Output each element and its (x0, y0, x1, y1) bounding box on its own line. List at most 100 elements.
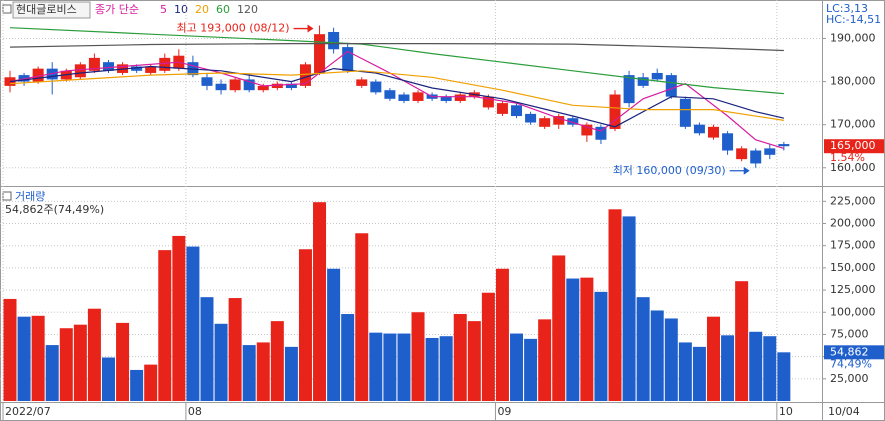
candle-body (257, 85, 269, 91)
volume-bar (510, 333, 524, 401)
volume-bar (453, 314, 467, 401)
legend-entry: 20 (195, 3, 209, 16)
y-tick-label: 190,000 (830, 31, 876, 44)
candle-body (370, 81, 382, 93)
candle-body (201, 77, 213, 86)
volume-bar (214, 323, 228, 401)
x-tick-label: 09 (497, 405, 511, 418)
legend-entry: 10 (174, 3, 188, 16)
volume-bar (538, 319, 552, 401)
candle-body (637, 77, 649, 86)
candle-body (88, 57, 100, 71)
volume-bar (256, 342, 270, 401)
volume-bar (650, 310, 664, 401)
candle-body (398, 94, 410, 101)
volume-tag-label: 54,862 (830, 345, 869, 358)
candle-body (511, 105, 523, 117)
y-tick-label: 170,000 (830, 118, 876, 131)
volume-bar (200, 297, 214, 401)
volume-bar (439, 336, 453, 401)
legend-label: 종가 단순 (95, 3, 139, 16)
volume-bar (749, 331, 763, 401)
candle-body (567, 118, 579, 125)
current-date: 10/04 (828, 405, 860, 418)
candle-body (750, 150, 762, 164)
candle-body (356, 79, 368, 86)
volume-bar (116, 322, 130, 401)
legend-entry: 60 (216, 3, 230, 16)
volume-bar (73, 324, 87, 401)
ma-line (9, 50, 785, 149)
volume-bar (101, 357, 115, 401)
volume-bar (172, 235, 186, 401)
candle-body (764, 148, 776, 155)
candle-body (102, 62, 114, 71)
candle-body (131, 66, 143, 71)
volume-bar (228, 298, 242, 401)
candle-body (74, 64, 86, 78)
volume-bar (144, 364, 158, 401)
volume-bar (608, 209, 622, 401)
volume-bar (692, 346, 706, 401)
volume-bar (735, 281, 749, 401)
volume-bar (552, 255, 566, 401)
x-tick-label: 10 (779, 405, 793, 418)
candle-body (454, 94, 466, 101)
volume-bar (411, 312, 425, 401)
candle-body (412, 92, 424, 101)
y-tick-label: 100,000 (830, 305, 876, 318)
volume-bar (383, 333, 397, 401)
volume-bar (313, 202, 327, 401)
candle-body (581, 124, 593, 136)
x-tick-label: 08 (188, 405, 202, 418)
volume-subtitle: 54,862주(74,49%) (5, 203, 104, 216)
volume-bar (397, 333, 411, 401)
volume-bar (425, 337, 439, 401)
candle-body (342, 47, 354, 71)
volume-bar (622, 216, 636, 401)
candle-body (679, 98, 691, 127)
candle-body (271, 83, 283, 89)
stock-name-box[interactable] (12, 1, 91, 19)
candle-body (440, 96, 452, 101)
legend-icon (2, 4, 12, 14)
price-tag-label: 165,000 (830, 139, 876, 152)
y-tick-label: 25,000 (830, 372, 869, 385)
volume-bar (327, 268, 341, 401)
volume-bar (341, 314, 355, 401)
price-change: 1.54% (830, 151, 865, 164)
volume-bar (45, 345, 59, 401)
candle-body (708, 126, 719, 138)
candle-body (229, 79, 241, 91)
volume-bar (481, 292, 495, 401)
volume-bar (777, 352, 791, 401)
volume-bar (31, 315, 45, 401)
candle-body (651, 72, 663, 80)
candle-body (299, 64, 311, 86)
volume-bar (242, 345, 256, 401)
candle-body (384, 90, 396, 99)
volume-bar (130, 369, 144, 401)
volume-bar (524, 338, 538, 401)
volume-bar (636, 297, 650, 401)
y-tick-label: 150,000 (830, 261, 876, 274)
candle-body (32, 68, 44, 82)
stock-name: 현대글로비스 (16, 3, 77, 16)
candle-body (665, 75, 677, 97)
ma-line (9, 43, 784, 52)
volume-tag (824, 345, 884, 360)
candle-body (623, 75, 635, 104)
y-tick-label: 225,000 (830, 194, 876, 207)
legend-entry: 5 (160, 3, 167, 16)
y-tick-label: 75,000 (830, 327, 869, 340)
ma-line (9, 65, 785, 128)
candle-body (553, 116, 565, 125)
candle-body (525, 113, 537, 123)
candle-body (314, 34, 326, 73)
volume-bar (3, 298, 17, 401)
candle-body (539, 118, 551, 127)
volume-bar (369, 332, 383, 401)
candle-body (159, 57, 171, 71)
volume-bar (594, 291, 608, 401)
